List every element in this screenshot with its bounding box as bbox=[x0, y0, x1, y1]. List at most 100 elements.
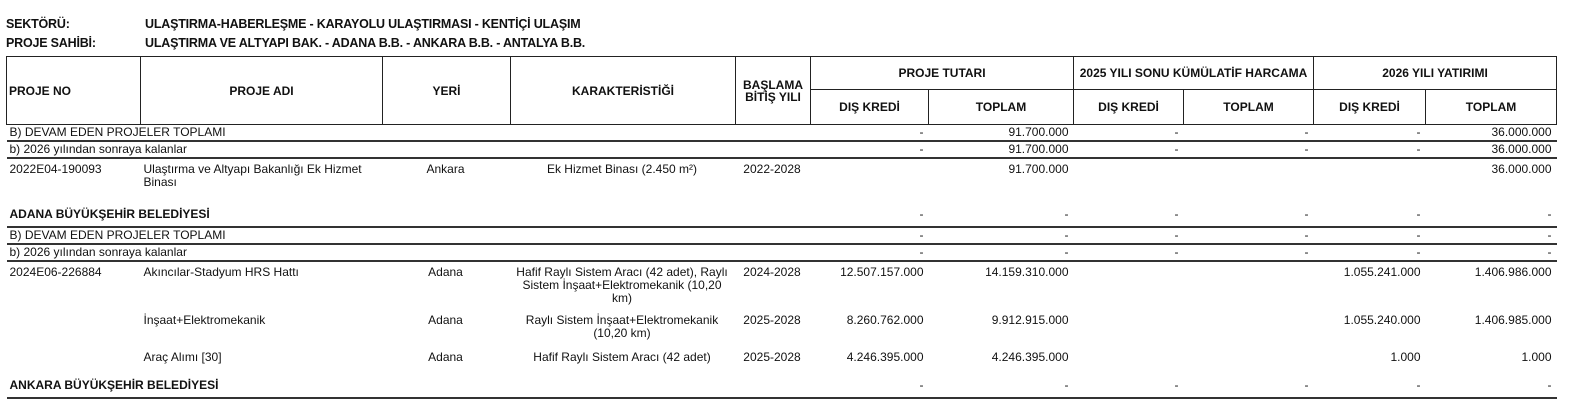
group-label: ANKARA BÜYÜKŞEHİR BELEDİYESİ bbox=[6, 370, 811, 399]
value-kumulatif-dis-kredi: - bbox=[1073, 227, 1184, 245]
sector-label: SEKTÖRÜ: bbox=[6, 17, 70, 31]
value-kumulatif-dis-kredi bbox=[1074, 261, 1184, 310]
value-proje-toplam: - bbox=[928, 227, 1074, 245]
project-row: İnşaat+Elektromekanik Adana Raylı Sistem İ… bbox=[7, 310, 1557, 347]
project-years: 2024-2028 bbox=[743, 265, 801, 279]
project-place: Ankara bbox=[426, 162, 465, 176]
value-proje-dis-kredi: - bbox=[810, 370, 929, 399]
value-yatirim-toplam: 1.406.985.000 bbox=[1474, 313, 1552, 327]
value-proje-dis-kredi: 12.507.157.000 bbox=[840, 265, 924, 279]
project-name: Akıncılar-Stadyum HRS Hattı bbox=[143, 265, 299, 279]
project-row: 2024E06-226884 Akıncılar-Stadyum HRS Hatt… bbox=[7, 261, 1557, 310]
header-toplam: TOPLAM bbox=[1182, 89, 1315, 125]
header-toplam: TOPLAM bbox=[1425, 89, 1558, 125]
value-kumulatif-dis-kredi: - bbox=[1073, 124, 1184, 142]
project-characteristic: Raylı Sistem İnşaat+Elektromekanik (10,2… bbox=[525, 313, 719, 340]
projects-table: PROJE NO PROJE ADI YERİ KARAKTERİSTİĞİ B… bbox=[6, 56, 1558, 399]
value-proje-dis-kredi: - bbox=[810, 124, 929, 142]
value-kumulatif-toplam bbox=[1184, 158, 1314, 200]
value-proje-toplam: 91.700.000 bbox=[928, 141, 1074, 159]
group-label: ADANA BÜYÜKŞEHİR BELEDİYESİ bbox=[6, 200, 811, 228]
value-proje-toplam: 14.159.310.000 bbox=[985, 265, 1069, 279]
value-yatirim-toplam: - bbox=[1425, 370, 1557, 399]
value-yatirim-toplam: 36.000.000 bbox=[1491, 162, 1552, 176]
project-name: İnşaat+Elektromekanik bbox=[143, 313, 266, 327]
project-name: Ulaştırma ve Altyapı Bakanlığı Ek Hizmet… bbox=[143, 162, 362, 189]
project-no bbox=[7, 310, 141, 347]
sector-line: SEKTÖRÜ: ULAŞTIRMA-HABERLEŞME - KARAYOLU … bbox=[6, 17, 581, 31]
value-yatirim-toplam: 36.000.000 bbox=[1425, 141, 1557, 159]
project-no bbox=[7, 347, 141, 370]
summary-label: B) DEVAM EDEN PROJELER TOPLAMI bbox=[6, 124, 811, 142]
project-characteristic: Hafif Raylı Sistem Aracı (42 adet), Rayl… bbox=[516, 265, 728, 305]
value-proje-toplam: 9.912.915.000 bbox=[991, 313, 1069, 327]
value-proje-dis-kredi: 8.260.762.000 bbox=[846, 313, 924, 327]
value-yatirim-dis-kredi: - bbox=[1313, 370, 1426, 399]
value-yatirim-dis-kredi bbox=[1314, 158, 1426, 200]
value-yatirim-dis-kredi: - bbox=[1313, 141, 1426, 159]
value-kumulatif-dis-kredi: - bbox=[1073, 244, 1184, 262]
summary-row: b) 2026 yılından sonraya kalanlar - - - - - - bbox=[6, 244, 1557, 262]
value-yatirim-toplam: 1.406.986.000 bbox=[1474, 265, 1552, 279]
value-kumulatif-toplam: - bbox=[1183, 200, 1314, 228]
summary-label: b) 2026 yılından sonraya kalanlar bbox=[6, 141, 811, 159]
project-place: Adana bbox=[428, 350, 463, 364]
header-baslama-bitis: BAŞLAMA BİTİŞ YILI bbox=[735, 56, 811, 125]
value-yatirim-dis-kredi: - bbox=[1313, 227, 1426, 245]
project-years: 2022-2028 bbox=[743, 162, 801, 176]
project-years: 2025-2028 bbox=[743, 313, 801, 327]
project-no: 2022E04-190093 bbox=[9, 162, 102, 176]
value-kumulatif-dis-kredi bbox=[1074, 158, 1184, 200]
project-years: 2025-2028 bbox=[743, 350, 801, 364]
project-characteristic: Ek Hizmet Binası (2.450 m²) bbox=[546, 162, 698, 176]
value-kumulatif-toplam: - bbox=[1183, 370, 1314, 399]
value-yatirim-toplam: - bbox=[1425, 244, 1557, 262]
owner-value: ULAŞTIRMA VE ALTYAPI BAK. - ADANA B.B. -… bbox=[145, 36, 586, 50]
value-yatirim-dis-kredi: - bbox=[1313, 200, 1426, 228]
value-yatirim-toplam: - bbox=[1425, 200, 1557, 228]
project-place: Adana bbox=[428, 313, 463, 327]
value-kumulatif-toplam: - bbox=[1183, 124, 1314, 142]
value-proje-toplam: - bbox=[928, 200, 1074, 228]
project-no: 2024E06-226884 bbox=[9, 265, 102, 279]
header-yatirim: 2026 YILI YATIRIMI bbox=[1313, 56, 1558, 90]
header-proje-tutari: PROJE TUTARI bbox=[810, 56, 1074, 90]
header-dis-kredi: DIŞ KREDİ bbox=[1073, 89, 1184, 125]
project-row: Araç Alımı [30] Adana Hafif Raylı Sistem A… bbox=[7, 347, 1557, 370]
summary-row: B) DEVAM EDEN PROJELER TOPLAMI -91.700.00… bbox=[6, 124, 1557, 142]
value-kumulatif-dis-kredi: - bbox=[1073, 370, 1184, 399]
header-kumulatif-harcama: 2025 YILI SONU KÜMÜLATİF HARCAMA bbox=[1072, 56, 1315, 90]
header-toplam: TOPLAM bbox=[928, 89, 1074, 125]
value-kumulatif-dis-kredi bbox=[1074, 347, 1184, 370]
value-proje-toplam: - bbox=[928, 370, 1074, 399]
value-kumulatif-toplam bbox=[1184, 261, 1314, 310]
value-kumulatif-dis-kredi: - bbox=[1073, 200, 1184, 228]
value-proje-dis-kredi: - bbox=[810, 141, 929, 159]
header-yeri: YERİ bbox=[382, 56, 511, 125]
value-yatirim-toplam: - bbox=[1425, 227, 1557, 245]
value-yatirim-dis-kredi: - bbox=[1313, 244, 1426, 262]
owner-line: PROJE SAHİBİ: ULAŞTIRMA VE ALTYAPI BAK. -… bbox=[6, 36, 585, 50]
value-proje-dis-kredi: - bbox=[810, 200, 929, 228]
summary-row: B) DEVAM EDEN PROJELER TOPLAMI - - - - - - bbox=[6, 227, 1557, 245]
header-dis-kredi: DIŞ KREDİ bbox=[1313, 89, 1427, 125]
value-kumulatif-toplam bbox=[1184, 310, 1314, 347]
summary-label: b) 2026 yılından sonraya kalanlar bbox=[6, 244, 811, 262]
value-proje-toplam: - bbox=[928, 244, 1074, 262]
value-proje-dis-kredi: - bbox=[810, 244, 929, 262]
value-kumulatif-toplam: - bbox=[1183, 141, 1314, 159]
summary-row: b) 2026 yılından sonraya kalanlar -91.700… bbox=[6, 141, 1557, 159]
header-proje-no: PROJE NO bbox=[6, 56, 141, 125]
value-kumulatif-toplam bbox=[1184, 347, 1314, 370]
value-yatirim-dis-kredi: 1.055.240.000 bbox=[1343, 313, 1421, 327]
value-proje-toplam: 91.700.000 bbox=[928, 124, 1074, 142]
value-yatirim-dis-kredi: 1.055.241.000 bbox=[1343, 265, 1421, 279]
project-row: 2022E04-190093 Ulaştırma ve Altyapı Bakan… bbox=[7, 158, 1557, 200]
value-kumulatif-dis-kredi: - bbox=[1073, 141, 1184, 159]
value-yatirim-dis-kredi: 1.000 bbox=[1390, 350, 1421, 364]
value-yatirim-toplam: 36.000.000 bbox=[1425, 124, 1557, 142]
group-row: ADANA BÜYÜKŞEHİR BELEDİYESİ - - - - - - bbox=[6, 200, 1557, 228]
value-proje-dis-kredi bbox=[811, 158, 929, 200]
project-characteristic: Hafif Raylı Sistem Aracı (42 adet) bbox=[533, 350, 711, 364]
value-kumulatif-dis-kredi bbox=[1074, 310, 1184, 347]
